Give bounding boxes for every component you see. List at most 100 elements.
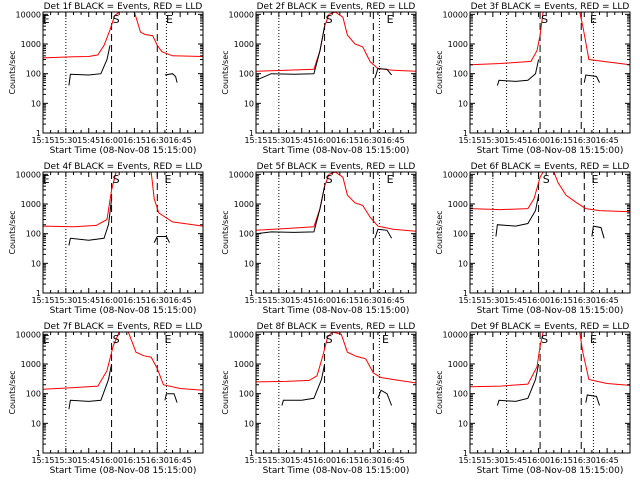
x-tick-label: 16:45 xyxy=(169,296,192,305)
events-series-line xyxy=(68,45,111,86)
y-tick-label: 10000 xyxy=(229,10,254,19)
event-flag-label: E xyxy=(43,173,50,186)
lld-series-line xyxy=(255,11,417,72)
y-tick-label: 1 xyxy=(36,129,41,138)
x-tick-label: 16:45 xyxy=(382,136,405,145)
x-tick-label: 15:45 xyxy=(290,296,313,305)
y-tick-label: 1000 xyxy=(234,200,254,209)
y-axis-label: Counts/sec xyxy=(435,50,444,94)
y-tick-label: 1 xyxy=(463,129,468,138)
chart-panel: Det 5f BLACK = Events, RED = LLD 1 10 100 10… xyxy=(221,162,417,316)
y-tick-label: 1000 xyxy=(448,40,468,49)
y-tick-label: 10 xyxy=(458,99,468,108)
x-tick-label: 15:45 xyxy=(504,456,527,465)
chart-title: Det 7f BLACK = Events, RED = LLD xyxy=(44,322,203,332)
x-tick-label: 16:15 xyxy=(123,456,146,465)
x-tick-label: 16:00 xyxy=(313,296,336,305)
y-tick-label: 100 xyxy=(26,230,41,239)
x-tick-label: 16:00 xyxy=(100,296,123,305)
y-tick-label: 10000 xyxy=(229,330,254,339)
x-axis-label: Start Time (08-Nov-08 15:15:00) xyxy=(477,306,624,316)
x-tick-label: 16:30 xyxy=(359,456,382,465)
events-series-line xyxy=(496,59,540,86)
y-axis-label: Counts/sec xyxy=(221,50,230,94)
x-tick-label: 16:30 xyxy=(359,136,382,145)
y-tick-label: 10 xyxy=(31,259,41,268)
x-tick-label: 15:30 xyxy=(54,296,77,305)
events-series-line xyxy=(68,363,113,410)
y-tick-label: 1000 xyxy=(21,40,41,49)
chart-panel: Det 7f BLACK = Events, RED = LLD 1 10 100 10… xyxy=(8,322,204,476)
y-tick-label: 100 xyxy=(453,70,468,79)
x-tick-label: 16:45 xyxy=(596,296,619,305)
y-tick-label: 10 xyxy=(244,419,254,428)
y-tick-label: 100 xyxy=(453,230,468,239)
y-tick-label: 10000 xyxy=(443,170,468,179)
x-tick-label: 15:15 xyxy=(244,136,267,145)
y-tick-label: 1 xyxy=(463,289,468,298)
event-flag-label: E xyxy=(590,333,597,346)
events-series-line xyxy=(495,195,540,237)
lld-series-line xyxy=(42,11,204,59)
y-axis-label: Counts/sec xyxy=(8,210,17,254)
x-axis-label: Start Time (08-Nov-08 15:15:00) xyxy=(50,306,197,316)
events-series-line xyxy=(68,198,113,246)
y-tick-label: 100 xyxy=(26,70,41,79)
x-tick-label: 15:15 xyxy=(458,456,481,465)
events-series-line xyxy=(591,225,605,239)
x-tick-label: 15:30 xyxy=(481,456,504,465)
lld-series-line xyxy=(42,331,204,391)
chart-panel: Det 6f BLACK = Events, RED = LLD 1 10 100 10… xyxy=(435,162,631,316)
x-tick-label: 16:15 xyxy=(336,456,359,465)
events-series-line xyxy=(255,26,326,81)
x-tick-label: 16:00 xyxy=(100,136,123,145)
y-tick-label: 100 xyxy=(26,390,41,399)
x-axis-label: Start Time (08-Nov-08 15:15:00) xyxy=(477,466,624,476)
x-axis-label: Start Time (08-Nov-08 15:15:00) xyxy=(263,306,410,316)
event-flag-label: E xyxy=(164,173,171,186)
y-tick-label: 10000 xyxy=(443,330,468,339)
events-series-line xyxy=(164,393,178,403)
lld-series-line xyxy=(42,171,117,228)
x-tick-label: 16:45 xyxy=(169,136,192,145)
x-tick-label: 16:30 xyxy=(573,296,596,305)
y-tick-label: 1 xyxy=(249,449,254,458)
event-flag-label: E xyxy=(43,333,50,346)
y-tick-label: 10000 xyxy=(443,10,468,19)
y-tick-label: 10 xyxy=(244,259,254,268)
y-tick-label: 10000 xyxy=(229,170,254,179)
y-tick-label: 1000 xyxy=(234,360,254,369)
x-axis-label: Start Time (08-Nov-08 15:15:00) xyxy=(50,466,197,476)
chart-panel: Det 3f BLACK = Events, RED = LLD 1 10 100 10… xyxy=(435,2,631,156)
event-flag-label: E xyxy=(164,333,171,346)
x-tick-label: 15:30 xyxy=(54,456,77,465)
x-axis-label: Start Time (08-Nov-08 15:15:00) xyxy=(477,146,624,156)
chart-panel: Det 9f BLACK = Events, RED = LLD 1 10 100 10… xyxy=(435,322,631,476)
events-series-line xyxy=(583,74,600,83)
event-flag-label: S xyxy=(541,333,548,346)
chart-title: Det 9f BLACK = Events, RED = LLD xyxy=(471,322,630,332)
chart-title: Det 6f BLACK = Events, RED = LLD xyxy=(471,162,630,172)
event-flag-label: E xyxy=(166,13,173,26)
plot-frame xyxy=(469,331,631,454)
lld-series-line xyxy=(579,11,631,66)
x-tick-label: 16:15 xyxy=(123,136,146,145)
x-tick-label: 15:15 xyxy=(244,456,267,465)
y-tick-label: 10 xyxy=(458,419,468,428)
event-flag-label: S xyxy=(113,13,120,26)
chart-panel: Det 1f BLACK = Events, RED = LLD 1 10 100 10… xyxy=(8,2,204,156)
events-series-line xyxy=(377,389,393,406)
x-tick-label: 16:15 xyxy=(336,136,359,145)
x-axis-label: Start Time (08-Nov-08 15:15:00) xyxy=(263,146,410,156)
x-tick-label: 16:45 xyxy=(169,456,192,465)
event-flag-label: S xyxy=(326,173,333,186)
x-tick-label: 16:15 xyxy=(550,296,573,305)
x-tick-label: 15:45 xyxy=(504,296,527,305)
x-tick-label: 15:30 xyxy=(54,136,77,145)
x-tick-label: 16:00 xyxy=(527,456,550,465)
x-tick-label: 16:00 xyxy=(100,456,123,465)
event-flag-label: E xyxy=(387,13,394,26)
y-tick-label: 100 xyxy=(239,230,254,239)
y-tick-label: 10000 xyxy=(16,330,41,339)
